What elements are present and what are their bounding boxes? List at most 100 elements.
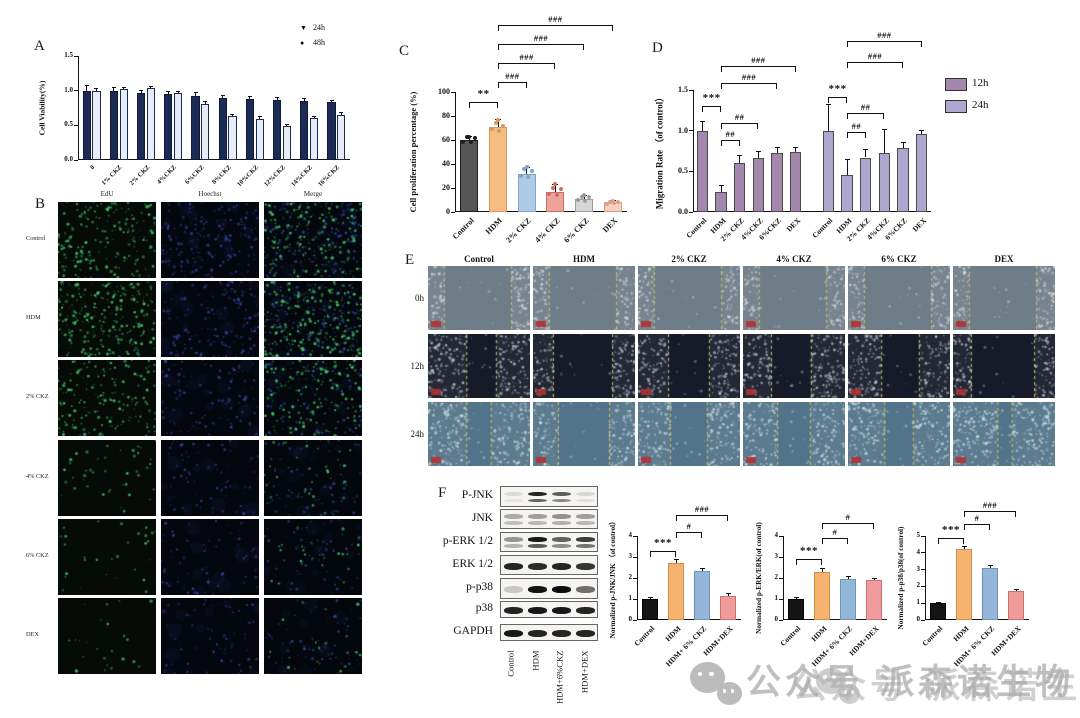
error-bar [963,546,965,550]
y-tick-label: 1 [774,594,779,602]
y-tick-label: 0 [628,615,633,623]
bar [337,114,346,160]
error-cap [94,88,99,90]
error-bar [883,129,885,153]
significance-label: ### [505,71,520,82]
error-bar [276,97,278,101]
y-tick-label: 3 [628,552,633,560]
y-tick-label: 4 [916,547,921,556]
significance-bracket [676,531,702,538]
significance-bracket [702,106,721,113]
significance-bracket [847,132,866,139]
error-bar [720,185,722,193]
significance-label: ** [477,87,490,100]
blot-band [551,521,571,525]
error-bar [865,149,867,158]
error-bar [497,119,499,127]
y-tick-label: 0 [774,615,779,623]
significance-bracket [721,140,740,147]
bar [1007,591,1025,620]
blot-strip [500,486,598,507]
micrograph-merge [264,281,362,357]
significance-label: ### [877,30,892,41]
data-point [615,200,620,205]
blot-band [527,514,547,519]
blot-label-pjnk: P-JNK [461,489,493,501]
blot-band [527,562,547,570]
significance-label: # [686,520,692,531]
legend-swatch [945,78,967,91]
micrograph-edu [58,519,156,595]
blot-band [503,521,523,525]
data-point [493,121,498,126]
bar [109,91,119,160]
data-point [465,134,470,139]
data-point [554,192,559,197]
significance-bracket [498,82,527,89]
error-cap [755,150,761,152]
blot-band [503,544,523,548]
significance-bracket [796,559,822,566]
error-cap [166,90,171,92]
row-label-12h: 12h [410,361,425,371]
y-tick [921,552,925,554]
wound-image [953,402,1055,466]
blot-band [527,521,547,525]
bar [82,90,91,160]
data-point [467,134,472,139]
y-tick [779,535,783,537]
significance-bracket [847,61,903,68]
data-point [583,199,588,204]
y-tick-label: 0.0 [678,207,688,216]
blot-band [503,537,523,542]
error-bar [701,568,703,571]
significance-bracket [964,510,1016,517]
blot-band [503,630,523,637]
column-header-control: Control [464,254,494,264]
micrograph-edu [58,598,156,674]
blot-band [503,586,523,593]
bar [696,130,709,212]
bar [460,140,479,212]
error-cap [111,87,116,89]
error-bar [286,124,288,126]
y-tick-label: 0.5 [64,120,73,129]
column-header-hoechst: Hoechst [198,190,222,198]
y-tick [921,535,925,537]
blot-band [527,491,547,497]
significance-bracket [650,550,676,557]
error-cap [176,90,181,92]
data-point [497,128,502,133]
significance-label: ## [860,101,871,112]
wound-image [638,334,740,398]
error-bar [177,91,179,94]
error-bar [526,167,528,174]
bar [955,549,973,620]
blot-strip [500,555,598,575]
bar [789,151,802,212]
micrograph-edu [58,281,156,357]
row-label-dex: DEX [26,631,39,638]
bar [245,98,255,160]
panel-c-label: C [399,43,410,59]
y-tick-label: 2 [916,581,921,590]
panel-e-label: E [405,252,415,268]
micrograph-hoechst [161,519,259,595]
micrograph-hoechst [161,598,259,674]
error-cap [203,101,208,103]
wound-image [638,402,740,466]
bar [981,567,999,620]
blot-band [576,607,596,614]
wound-image [953,266,1055,330]
column-header-2ckz: 2% CKZ [671,254,707,264]
wound-image [428,334,530,398]
blot-band [576,537,596,542]
error-bar [340,112,342,115]
wound-image [743,266,845,330]
y-tick-label: 40 [442,159,450,168]
error-cap [725,593,731,595]
bar [929,603,947,620]
micrograph-edu [58,440,156,516]
error-bar [195,92,197,96]
error-cap [699,567,705,569]
